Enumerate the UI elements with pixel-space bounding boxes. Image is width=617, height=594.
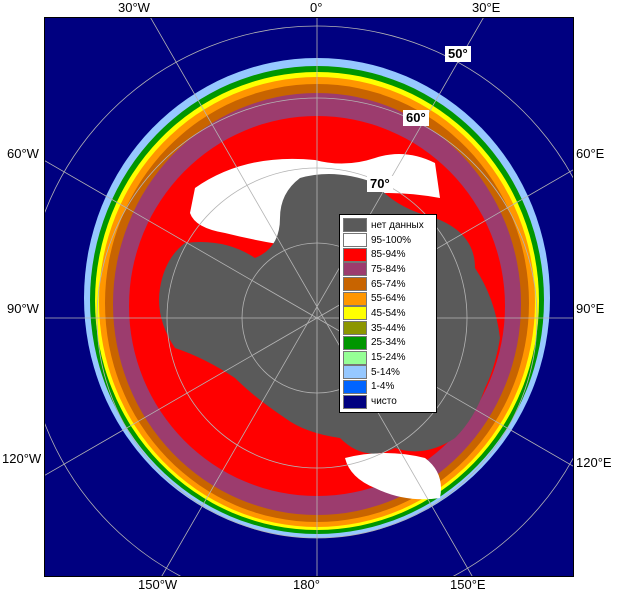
legend-swatch (343, 335, 367, 350)
lon-label-90e: 90°E (576, 301, 605, 316)
legend-item: 5-14% (343, 365, 433, 380)
legend-label: 1-4% (371, 381, 395, 393)
legend-item: 55-64% (343, 291, 433, 306)
lon-label-90w: 90°W (7, 301, 39, 316)
legend-item: 45-54% (343, 306, 433, 321)
legend-item: нет данных (343, 218, 433, 233)
lat-label-50: 50° (445, 46, 471, 62)
legend-swatch (343, 394, 367, 409)
legend-swatch (343, 365, 367, 380)
legend-item: 35-44% (343, 321, 433, 336)
legend-swatch (343, 291, 367, 306)
graticule (45, 18, 573, 576)
lon-label-30w: 30°W (118, 0, 150, 15)
lat-label-70: 70° (367, 176, 393, 192)
lat-label-60: 60° (403, 110, 429, 126)
legend-item: 1-4% (343, 379, 433, 395)
lon-label-150w: 150°W (138, 577, 178, 592)
legend-swatch (343, 321, 367, 336)
meridian-60e-120w (45, 169, 573, 476)
legend-label: 75-84% (371, 263, 406, 275)
legend-swatch (343, 233, 367, 248)
legend-label: 85-94% (371, 249, 406, 261)
legend-swatch (343, 277, 367, 292)
legend-label: 35-44% (371, 322, 406, 334)
legend-item: 25-34% (343, 335, 433, 351)
lon-label-0: 0° (310, 0, 323, 15)
legend-swatch (343, 350, 367, 365)
legend-label: 5-14% (371, 366, 400, 378)
legend-item: 75-84% (343, 262, 433, 277)
sea-ice-map: 50° 60° 70° (44, 17, 574, 577)
legend-swatch (343, 306, 367, 321)
legend-label: 65-74% (371, 278, 406, 290)
polar-stereographic-plot (45, 18, 573, 576)
legend-item: 15-24% (343, 350, 433, 365)
legend-label: чисто (371, 396, 397, 408)
lon-label-60w: 60°W (7, 146, 39, 161)
legend-swatch (343, 262, 367, 277)
legend-swatch (343, 218, 367, 233)
legend-swatch (343, 379, 367, 394)
legend-swatch (343, 247, 367, 262)
legend-item: чисто (343, 394, 433, 409)
meridian-30e-150w (161, 18, 484, 576)
legend-item: 95-100% (343, 233, 433, 248)
meridian-60w-120e (45, 160, 573, 467)
concentration-legend: нет данных 95-100% 85-94% 75-84% 65-74% 55-64… (339, 214, 437, 413)
lon-label-120w: 120°W (2, 451, 42, 466)
lon-label-150e: 150°E (450, 577, 486, 592)
legend-label: 95-100% (371, 234, 412, 246)
legend-label: 55-64% (371, 293, 406, 305)
lon-label-120e: 120°E (576, 455, 612, 470)
legend-label: 15-24% (371, 352, 406, 364)
lon-label-30e: 30°E (472, 0, 501, 15)
meridian-30w-150e (150, 18, 473, 576)
ice-band-95-100-ross (345, 453, 441, 500)
legend-item: 85-94% (343, 247, 433, 262)
legend-label: 45-54% (371, 307, 406, 319)
legend-label: нет данных (371, 219, 424, 231)
lon-label-180: 180° (293, 577, 320, 592)
legend-item: 65-74% (343, 277, 433, 292)
legend-label: 25-34% (371, 337, 406, 349)
lon-label-60e: 60°E (576, 146, 605, 161)
